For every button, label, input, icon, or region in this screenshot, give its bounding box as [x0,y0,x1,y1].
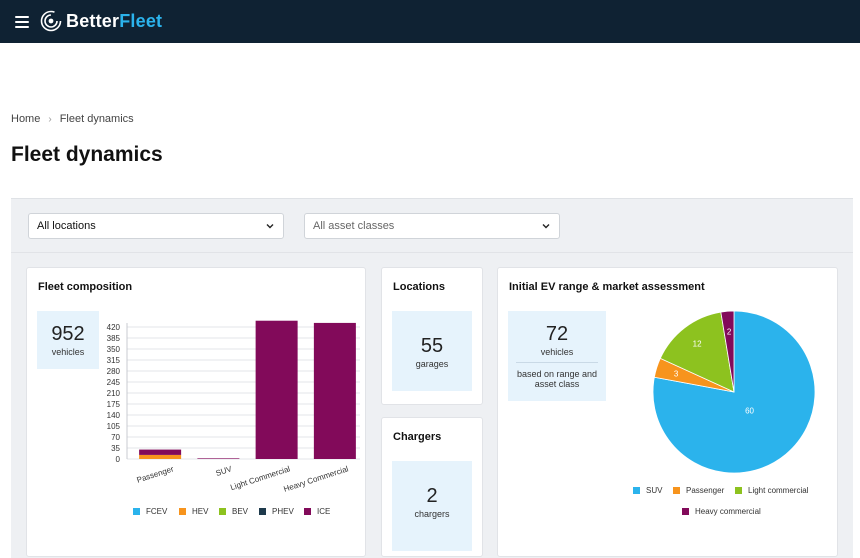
fleet-count-value: 952 [51,323,85,345]
pie-slice-light-commercial[interactable] [659,311,735,393]
menu-icon[interactable] [15,16,29,28]
x-tick-label: Light Commercial [229,464,291,492]
dashboard-panel: All locations All asset classes Fleet co… [11,198,853,558]
filter-bar: All locations All asset classes [11,199,853,253]
pie-value-label: 3 [674,370,679,379]
fleet-count-stat: 952 vehicles [37,311,99,369]
bar-segment-ice[interactable] [197,458,240,459]
bar-segment-ice[interactable] [139,449,182,455]
y-tick-label: 385 [107,334,121,343]
y-tick-label: 350 [107,345,121,354]
breadcrumb-home-link[interactable]: Home [11,113,41,125]
legend-item-heavy-commercial[interactable]: Heavy commercial [682,507,761,516]
locations-card: Locations 55 garages [381,267,483,405]
app-title: BetterFleet [66,10,163,31]
location-select-value: All locations [37,220,96,232]
legend-swatch [179,508,186,515]
top-navigation-bar: BetterFleet [0,0,860,43]
legend-label: SUV [646,486,663,495]
y-tick-label: 210 [107,389,121,398]
x-tick-label: SUV [215,464,234,478]
chargers-title: Chargers [393,431,442,443]
pie-value-label: 12 [693,340,702,349]
location-select[interactable]: All locations [28,213,284,239]
y-tick-label: 0 [116,455,121,464]
fleet-composition-title: Fleet composition [38,281,133,293]
legend-swatch [633,487,640,494]
y-tick-label: 245 [107,378,121,387]
chargers-stat: 2 chargers [392,461,472,551]
chargers-unit: chargers [414,509,450,519]
asset-class-select[interactable]: All asset classes [304,213,560,239]
legend-swatch [219,508,226,515]
y-tick-label: 35 [111,444,120,453]
fleet-count-unit: vehicles [51,347,85,357]
y-tick-label: 140 [107,411,121,420]
legend-item-fcev[interactable]: FCEV [133,507,167,516]
legend-swatch [259,508,266,515]
chevron-down-icon [542,224,550,229]
legend-item-suv[interactable]: SUV [633,486,662,495]
breadcrumb-current: Fleet dynamics [59,113,134,125]
ev-assessment-card: Initial EV range & market assessment 72 … [497,267,838,557]
legend-label: BEV [232,507,249,516]
x-tick-label: Heavy Commercial [282,464,349,494]
pie-value-label: 2 [727,327,732,336]
fleet-composition-bar-chart: 42038535031528024521017514010570350Passe… [107,320,360,494]
y-tick-label: 70 [111,433,120,442]
bar-segment-ice[interactable] [313,322,356,459]
legend-label: ICE [317,507,331,516]
ev-count-stat: 72 vehicles based on range and asset cla… [508,311,606,401]
locations-count: 55 [420,335,444,357]
y-tick-label: 315 [107,356,121,365]
stat-divider [516,362,598,363]
ev-count-note: based on range and asset class [516,369,598,389]
locations-title: Locations [393,281,445,293]
legend-item-phev[interactable]: PHEV [259,507,294,516]
fleet-composition-card: Fleet composition 952 vehicles 420 385 350… [26,267,366,557]
chevron-down-icon [266,224,274,229]
asset-class-select-value: All asset classes [313,220,395,232]
legend-item-ice[interactable]: ICE [304,507,330,516]
bar-segment-hev[interactable] [139,454,182,459]
y-tick-label: 420 [107,323,121,332]
locations-stat: 55 garages [392,311,472,391]
y-tick-label: 175 [107,400,121,409]
app-logo[interactable]: BetterFleet [40,10,162,32]
legend-swatch [133,508,140,515]
legend-swatch [304,508,311,515]
locations-unit: garages [415,359,449,369]
y-tick-label: 280 [107,367,121,376]
y-tick-label: 105 [107,422,121,431]
pie-value-label: 60 [745,407,754,416]
legend-item-hev[interactable]: HEV [179,507,208,516]
page-title: Fleet dynamics [11,143,163,166]
legend-swatch [673,487,680,494]
bar-segment-ice[interactable] [255,320,298,459]
ev-assessment-title: Initial EV range & market assessment [509,281,705,293]
ev-count-value: 72 [545,323,569,345]
breadcrumb-separator-icon: › [48,113,52,125]
chargers-count: 2 [426,485,438,507]
legend-label: PHEV [272,507,294,516]
legend-label: Passenger [686,486,725,495]
legend-label: Heavy commercial [695,507,761,516]
legend-item-light-commercial[interactable]: Light commercial [735,486,808,495]
pie-slice-heavy-commercial[interactable] [720,310,735,393]
legend-label: FCEV [146,507,168,516]
x-tick-label: Passenger [136,464,175,484]
legend-swatch [682,508,689,515]
legend-label: HEV [192,507,209,516]
legend-swatch [735,487,742,494]
legend-label: Light commercial [748,486,809,495]
legend-item-passenger[interactable]: Passenger [673,486,724,495]
legend-item-bev[interactable]: BEV [219,507,248,516]
breadcrumb: Home › Fleet dynamics [11,113,134,125]
ev-count-unit: vehicles [540,347,574,357]
chargers-card: Chargers 2 chargers [381,417,483,557]
betterfleet-logo-icon [40,10,62,32]
ev-assessment-pie-chart: 60 3 12 2 [652,310,816,474]
